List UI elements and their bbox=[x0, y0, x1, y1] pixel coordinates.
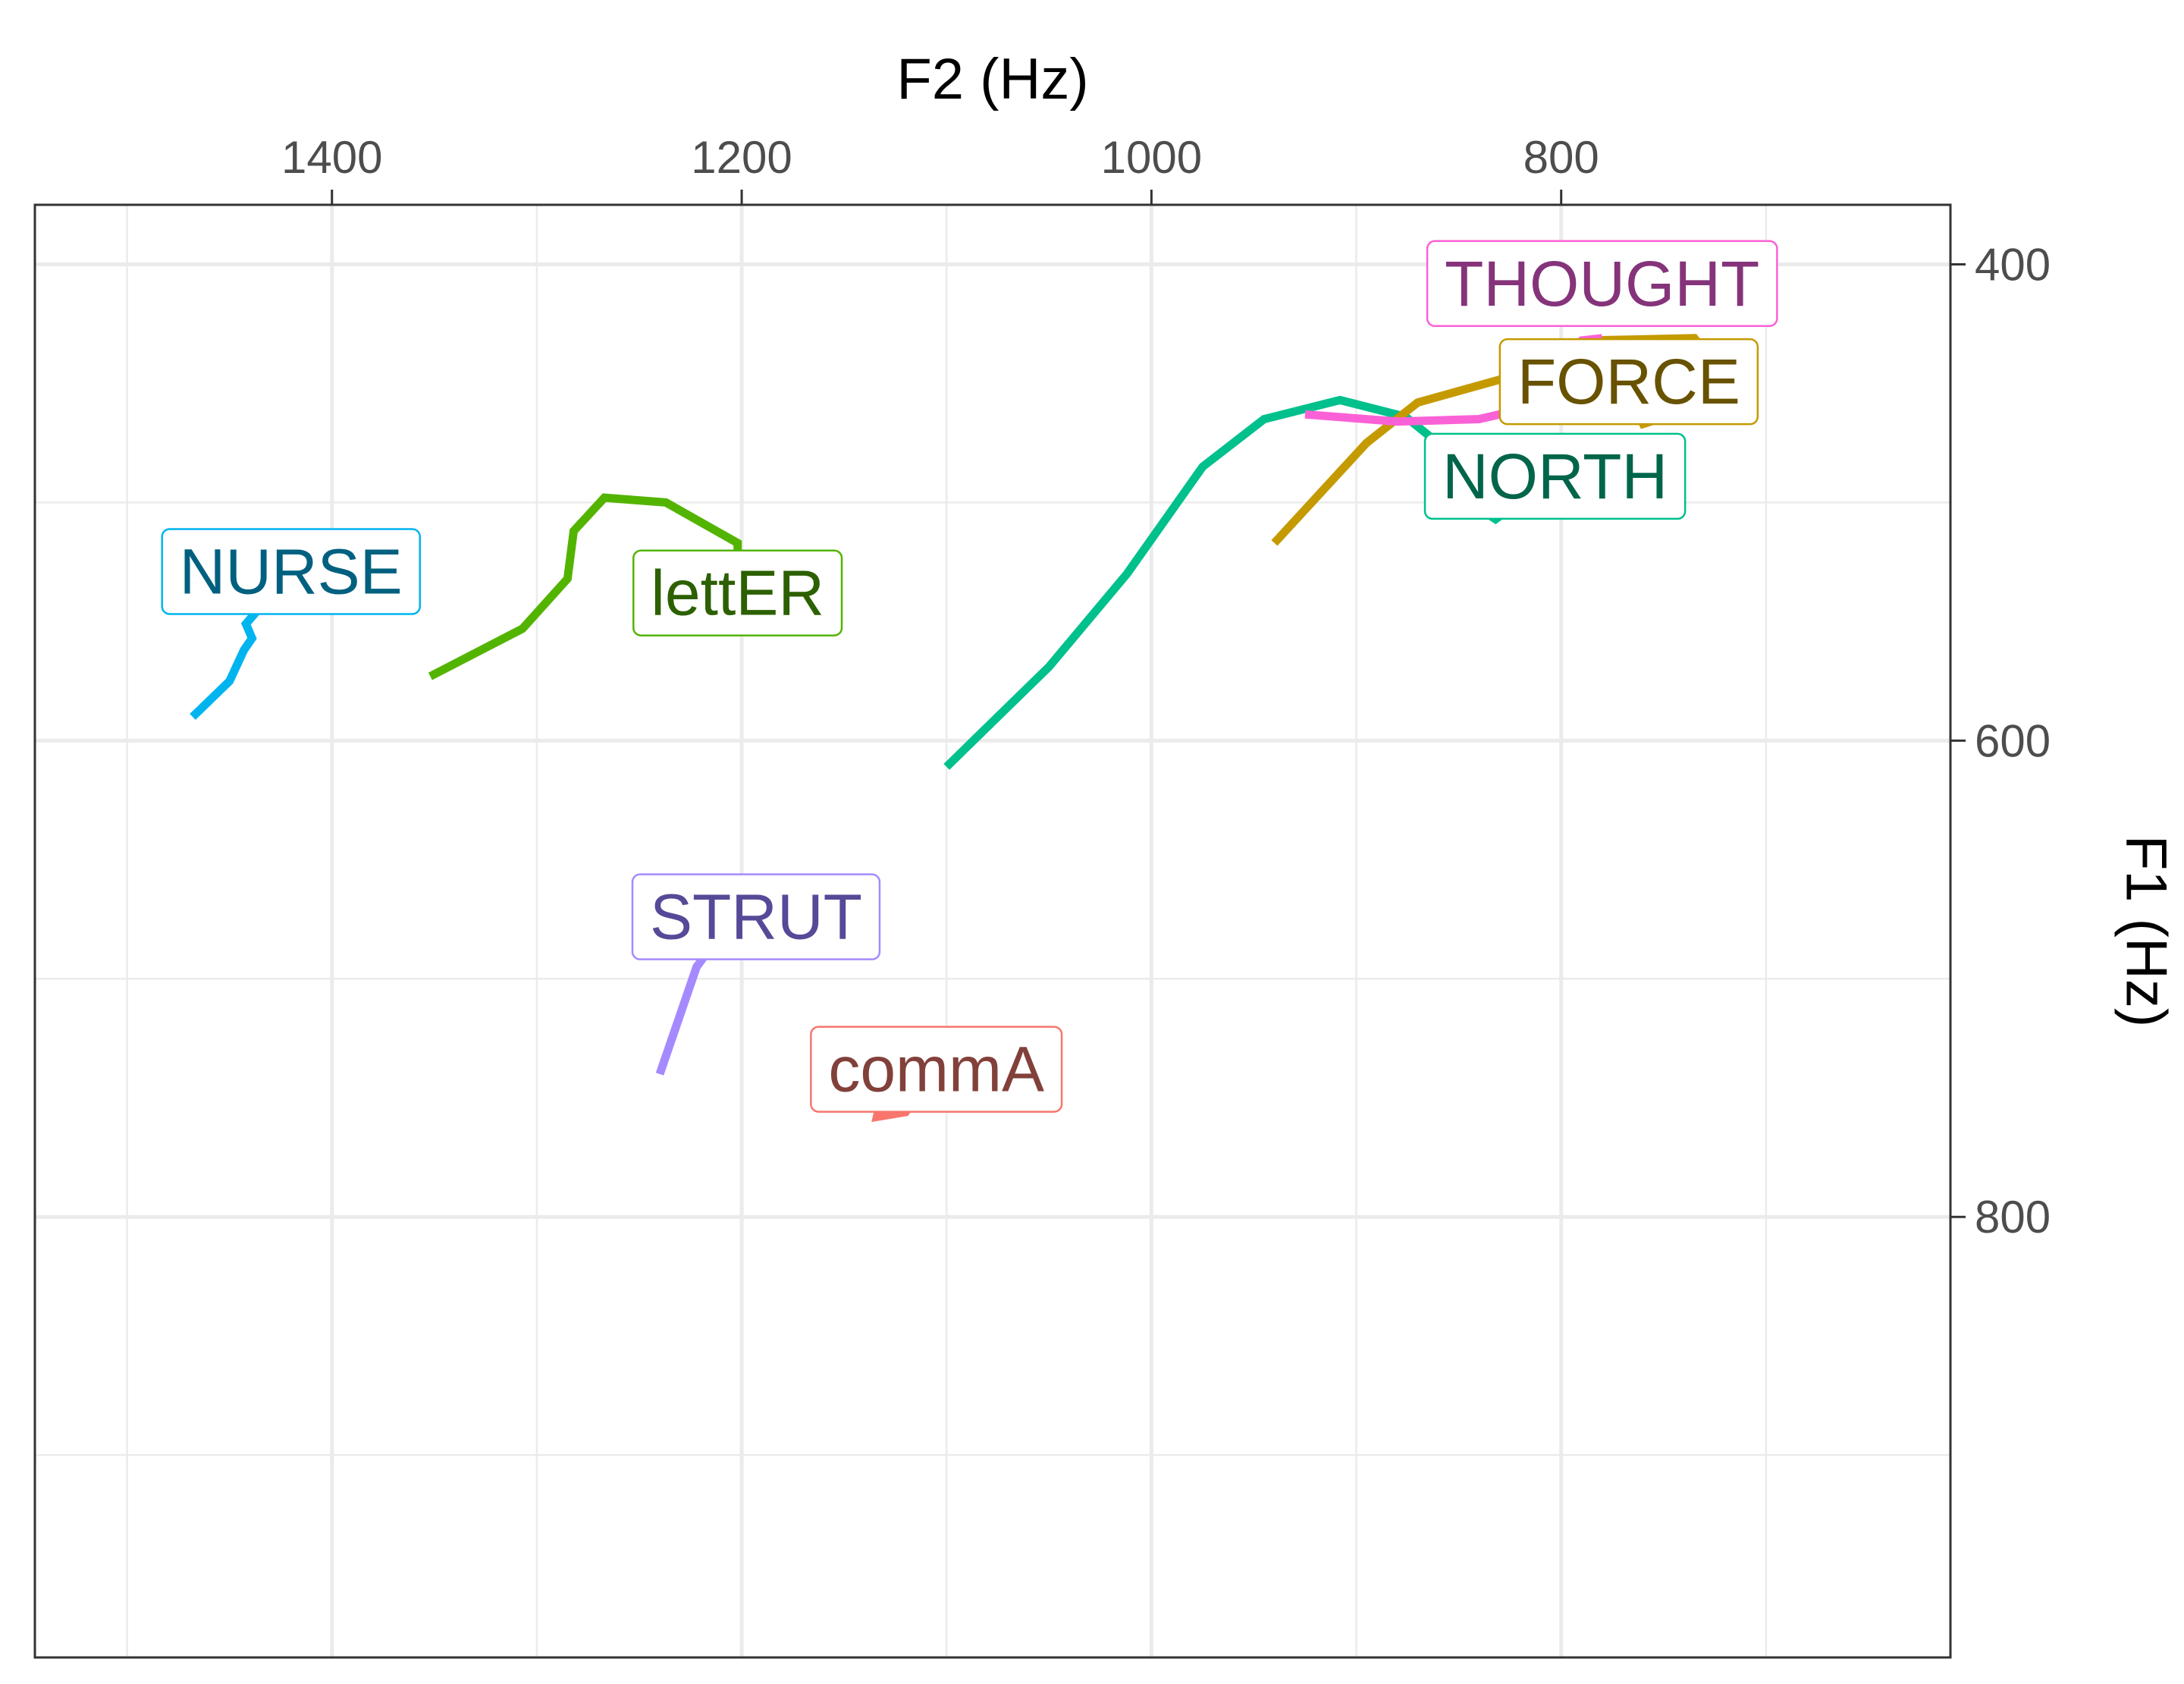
vowel-label-text: NURSE bbox=[180, 536, 403, 607]
axis-tick-labels: 1400 1200 1000 800 400 600 800 bbox=[281, 132, 2051, 1243]
vowel-label-text: FORCE bbox=[1517, 346, 1740, 417]
x-axis-title: F2 (Hz) bbox=[896, 47, 1088, 112]
vowel-label-text: lettER bbox=[651, 558, 824, 629]
vowel-label-box bbox=[1498, 338, 1759, 426]
plot-panel-border bbox=[33, 203, 1952, 1659]
minor-gridlines bbox=[35, 205, 1950, 1657]
x-tick-label: 1200 bbox=[691, 132, 792, 183]
y-tick-label: 600 bbox=[1975, 715, 2051, 766]
vowel-label-strut: STRUT bbox=[631, 873, 881, 960]
vowel-label-text: STRUT bbox=[650, 881, 862, 953]
vowel-label-thought: THOUGHT bbox=[1426, 240, 1778, 328]
vowel-label-box bbox=[631, 873, 881, 960]
vowel-label-force: FORCE bbox=[1498, 338, 1759, 426]
vowel-label-letter: lettER bbox=[632, 549, 843, 636]
vowel-label-text: THOUGHT bbox=[1445, 248, 1759, 319]
vowel-label-box bbox=[1426, 240, 1778, 328]
vowel-label-text: NORTH bbox=[1442, 441, 1668, 512]
x-tick-label: 1400 bbox=[281, 132, 382, 183]
vowel-label-box bbox=[161, 528, 421, 615]
trajectory-line-letter bbox=[428, 493, 742, 680]
vowel-label-box bbox=[1423, 432, 1687, 520]
x-tick-label: 800 bbox=[1523, 132, 1599, 183]
vowel-label-box bbox=[810, 1026, 1063, 1113]
vowel-label-text: commA bbox=[828, 1034, 1044, 1105]
vowel-label-nurse: NURSE bbox=[161, 528, 421, 615]
axis-ticks bbox=[331, 190, 1966, 1218]
y-axis-title: F1 (Hz) bbox=[2114, 835, 2179, 1027]
vowel-label-box bbox=[632, 549, 843, 636]
vowel-label-north: NORTH bbox=[1423, 432, 1687, 520]
y-tick-label: 400 bbox=[1975, 239, 2051, 290]
vowel-label-comma: commA bbox=[810, 1026, 1063, 1113]
x-tick-label: 1000 bbox=[1101, 132, 1202, 183]
vowel-labels: NURSE lettER NORTH FORCE THOUGHT STRUT commA bbox=[161, 240, 1778, 1113]
y-tick-label: 800 bbox=[1975, 1192, 2051, 1243]
